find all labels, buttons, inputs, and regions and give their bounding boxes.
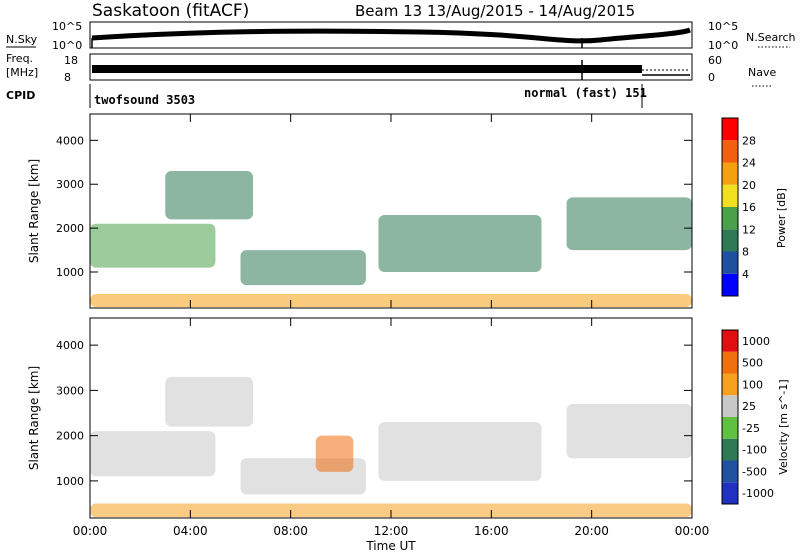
colorbar-tick: 1000 <box>742 335 770 348</box>
nsky-panel: N.Sky 10^5 10^0 10^5 10^0 N.Search <box>6 20 796 52</box>
nsky-tick-top: 10^5 <box>52 20 82 33</box>
y-tick-label-3000: 3000 <box>56 384 84 397</box>
colorbar-tick: 100 <box>742 378 763 391</box>
region-patch-19-24h <box>566 197 692 251</box>
colorbar-segment <box>722 184 738 207</box>
velocity-colorbar: 1000 500 100 25 -25 -100 -500 -1000 <box>721 329 774 505</box>
x-tick-label-1: 04:00 <box>173 524 208 538</box>
colorbar-tick: 20 <box>742 179 756 192</box>
region-orange-patch <box>315 435 354 472</box>
power-colorbar: 4 8 12 16 20 24 28 <box>721 117 756 297</box>
cpid-2: normal (fast) 151 <box>524 86 647 100</box>
colorbar-tick: 28 <box>742 134 756 147</box>
power-colorbar-label: Power [dB] <box>775 188 788 248</box>
y-axis-label: Slant Range [km] <box>27 159 41 263</box>
x-tick-label-2: 08:00 <box>273 524 308 538</box>
colorbar-tick: 4 <box>742 268 749 281</box>
y-tick-label-3000: 3000 <box>56 178 84 191</box>
region-patch-19-24h <box>566 403 692 459</box>
colorbar-segment <box>722 373 738 396</box>
freq-tick-top: 18 <box>64 54 78 67</box>
x-tick-label-0: 00:00 <box>73 524 108 538</box>
power-panel: 1000 2000 3000 4000 Slant Range [km] <box>27 113 693 309</box>
colorbar-segment <box>722 207 738 230</box>
colorbar-tick: 500 <box>742 357 763 370</box>
station-title: Saskatoon (fitACF) <box>92 1 249 21</box>
colorbar-segment <box>722 330 738 352</box>
freq-label-1: Freq. <box>6 52 33 65</box>
y-tick-label-1000: 1000 <box>56 475 84 488</box>
y-tick-label-1000: 1000 <box>56 266 84 279</box>
nave-label: Nave <box>748 66 776 79</box>
y-tick-label-2000: 2000 <box>56 430 84 443</box>
y-tick-label-4000: 4000 <box>56 134 84 147</box>
colorbar-tick: -25 <box>742 422 760 435</box>
colorbar-tick: 8 <box>742 246 749 259</box>
colorbar-tick: -500 <box>742 465 767 478</box>
region-band-11-18h <box>378 422 542 481</box>
y-tick-label-2000: 2000 <box>56 222 84 235</box>
colorbar-segment <box>722 395 738 417</box>
freq-panel: Freq. [MHz] 18 8 60 0 Nave <box>6 52 776 87</box>
colorbar-segment <box>722 251 738 274</box>
x-axis-label: Time UT <box>365 539 416 553</box>
velocity-colorbar-label: Velocity [m s^-1] <box>777 379 790 474</box>
colorbar-tick: -100 <box>742 444 767 457</box>
colorbar-segment <box>722 482 738 504</box>
x-tick-label-4: 16:00 <box>474 524 509 538</box>
colorbar-tick: 24 <box>742 157 756 170</box>
nsearch-tick-top: 10^5 <box>708 20 738 33</box>
nave-tick-top: 60 <box>708 54 722 67</box>
cpid-label: CPID <box>6 89 35 102</box>
colorbar-segment <box>722 162 738 185</box>
region-band-6-11h <box>240 250 366 286</box>
colorbar-segment <box>722 118 738 141</box>
nsky-tick-bottom: 10^0 <box>52 39 82 52</box>
cpid-1: twofsound 3503 <box>94 93 195 107</box>
freq-label-2: [MHz] <box>6 66 38 79</box>
region-arc-3-6h <box>165 171 254 220</box>
region-arc-0-5h <box>90 223 216 268</box>
nsearch-label: N.Search <box>746 31 796 44</box>
nsearch-tick-bottom: 10^0 <box>708 39 738 52</box>
colorbar-tick: 16 <box>742 201 756 214</box>
colorbar-tick: 12 <box>742 223 756 236</box>
region-arc-0-5h <box>90 431 216 477</box>
y-axis-label: Slant Range [km] <box>27 366 41 470</box>
velocity-panel: 1000 2000 3000 4000 00:00 04:00 08:00 12:00 16:0… <box>27 317 710 538</box>
region-band-11-18h <box>378 214 542 273</box>
freq-tick-bottom: 8 <box>64 71 71 84</box>
colorbar-tick: -1000 <box>742 487 774 500</box>
y-tick-label-4000: 4000 <box>56 339 84 352</box>
nsky-label: N.Sky <box>6 33 38 46</box>
x-tick-label-5: 20:00 <box>574 524 609 538</box>
nave-tick-bottom: 0 <box>708 71 715 84</box>
colorbar-tick: 25 <box>742 400 756 413</box>
cpid-row: CPID twofsound 3503 normal (fast) 151 <box>6 84 647 108</box>
colorbar-segment <box>722 438 738 461</box>
colorbar-segment <box>722 229 738 252</box>
x-tick-label-3: 12:00 <box>374 524 409 538</box>
colorbar-segment <box>722 460 738 483</box>
colorbar-segment <box>722 417 738 439</box>
x-tick-label-6: 00:00 <box>675 524 710 538</box>
region-arc-3-6h <box>165 376 254 427</box>
colorbar-segment <box>722 140 738 163</box>
beam-info: Beam 13 13/Aug/2015 - 14/Aug/2015 <box>355 2 635 20</box>
colorbar-segment <box>722 273 738 296</box>
colorbar-segment <box>722 351 738 374</box>
